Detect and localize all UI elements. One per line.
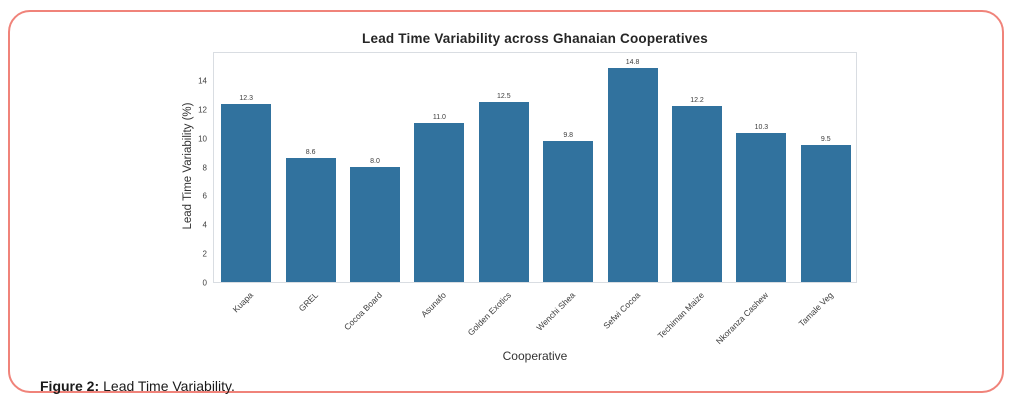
bar-chart: Lead Time Variability across Ghanaian Co… <box>170 24 880 374</box>
bar-value-label: 11.0 <box>432 114 446 122</box>
bar-wenchi-shea <box>543 140 594 282</box>
bar-techiman-maize <box>672 105 722 282</box>
y-tick-label: 4 <box>202 220 207 230</box>
figure-caption: Figure 2: Lead Time Variability. <box>40 378 235 394</box>
caption-text: Lead Time Variability. <box>103 378 235 394</box>
x-tick-label: Tamale Veg <box>796 290 835 329</box>
x-tick-label: Asunafo <box>419 290 449 320</box>
x-tick-label: Cocoa Board <box>341 290 385 333</box>
plot-area: 12.3 8.6 8.0 11.0 12.5 9.8 14.8 12.2 10.3 9.5 <box>213 52 857 283</box>
bar-nkoranza-cashew <box>736 133 787 282</box>
bar-sefwi-cocoa <box>607 68 658 282</box>
bar-value-label: 8.6 <box>305 148 316 156</box>
y-tick-label: 12 <box>198 105 207 115</box>
x-tick-label: Sefwi Cocoa <box>600 290 642 331</box>
bar-value-label: 12.5 <box>496 92 511 100</box>
y-tick-label: 6 <box>202 191 207 201</box>
bar-tamale-veg <box>800 144 851 282</box>
chart-title: Lead Time Variability across Ghanaian Co… <box>362 31 708 46</box>
bar-value-label: 9.5 <box>820 135 831 143</box>
bar-golden-exotics <box>478 101 529 282</box>
y-tick-label: 2 <box>202 249 207 259</box>
bar-value-label: 12.3 <box>239 95 253 103</box>
x-tick-label: Kuapa <box>230 290 256 315</box>
bar-value-label: 10.3 <box>754 124 769 132</box>
x-tick-label: GREL <box>296 290 320 314</box>
bar-value-label: 12.2 <box>690 96 704 104</box>
bar-kuapa <box>221 104 272 282</box>
bar-value-label: 14.8 <box>625 59 640 67</box>
bar-value-label: 9.8 <box>563 131 574 139</box>
y-tick-label: 14 <box>198 76 207 86</box>
figure-card: Lead Time Variability across Ghanaian Co… <box>8 10 1004 394</box>
y-tick-label: 10 <box>198 134 207 144</box>
bar-value-label: 8.0 <box>370 157 380 165</box>
caption-label: Figure 2: <box>40 378 100 394</box>
bar-grel <box>285 157 336 282</box>
bar-asunafo <box>414 123 465 282</box>
x-tick-label: Techiman Maize <box>655 290 707 341</box>
bar-cocoa-board <box>350 166 400 282</box>
y-tick-label: 8 <box>202 163 207 172</box>
y-tick-label: 0 <box>202 278 207 288</box>
x-axis-label: Cooperative <box>502 349 568 363</box>
x-tick-label: Wenchi Shea <box>534 290 578 333</box>
x-tick-label: Nkoranza Cashew <box>714 290 771 347</box>
x-tick-label: Golden Exotics <box>465 290 513 338</box>
